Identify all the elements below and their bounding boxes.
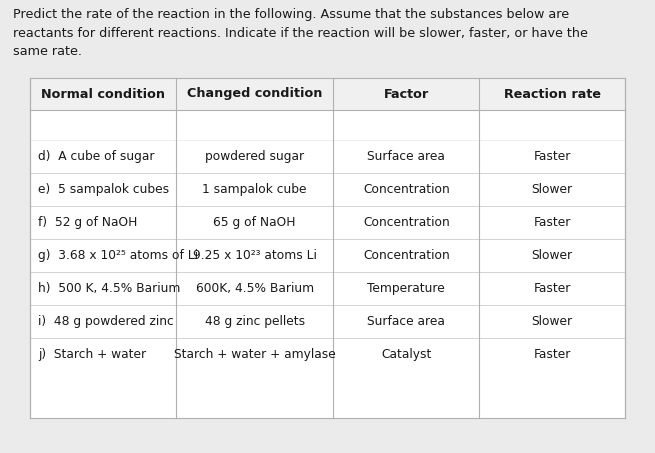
Text: powdered sugar: powdered sugar [205, 150, 304, 163]
Text: 9.25 x 10²³ atoms Li: 9.25 x 10²³ atoms Li [193, 249, 316, 262]
Text: Surface area: Surface area [367, 315, 445, 328]
Text: Reaction rate: Reaction rate [504, 87, 601, 101]
Text: Slower: Slower [532, 183, 572, 196]
Text: Temperature: Temperature [367, 282, 445, 295]
Text: Changed condition: Changed condition [187, 87, 322, 101]
Text: f)  52 g of NaOH: f) 52 g of NaOH [38, 216, 138, 229]
Text: Starch + water + amylase: Starch + water + amylase [174, 348, 335, 361]
Text: 65 g of NaOH: 65 g of NaOH [214, 216, 296, 229]
Text: 1 sampalok cube: 1 sampalok cube [202, 183, 307, 196]
Text: Catalyst: Catalyst [381, 348, 432, 361]
Text: h)  500 K, 4.5% Barium: h) 500 K, 4.5% Barium [38, 282, 180, 295]
Text: Slower: Slower [532, 249, 572, 262]
Text: d)  A cube of sugar: d) A cube of sugar [38, 150, 155, 163]
Text: Concentration: Concentration [363, 183, 450, 196]
Text: j)  Starch + water: j) Starch + water [38, 348, 146, 361]
Text: Surface area: Surface area [367, 150, 445, 163]
Text: Concentration: Concentration [363, 216, 450, 229]
Text: e)  5 sampalok cubes: e) 5 sampalok cubes [38, 183, 169, 196]
Text: Normal condition: Normal condition [41, 87, 165, 101]
Text: Faster: Faster [533, 150, 571, 163]
Bar [30, 78, 625, 418]
Text: Predict the rate of the reaction in the following. Assume that the substances be: Predict the rate of the reaction in the … [13, 8, 588, 58]
Text: Faster: Faster [533, 348, 571, 361]
Text: 48 g zinc pellets: 48 g zinc pellets [204, 315, 305, 328]
Text: Faster: Faster [533, 216, 571, 229]
Text: 600K, 4.5% Barium: 600K, 4.5% Barium [196, 282, 314, 295]
Text: g)  3.68 x 10²⁵ atoms of Li: g) 3.68 x 10²⁵ atoms of Li [38, 249, 198, 262]
Text: Concentration: Concentration [363, 249, 450, 262]
Text: Factor: Factor [384, 87, 429, 101]
Text: Slower: Slower [532, 315, 572, 328]
Text: Faster: Faster [533, 282, 571, 295]
Bar [30, 78, 625, 110]
Text: i)  48 g powdered zinc: i) 48 g powdered zinc [38, 315, 174, 328]
